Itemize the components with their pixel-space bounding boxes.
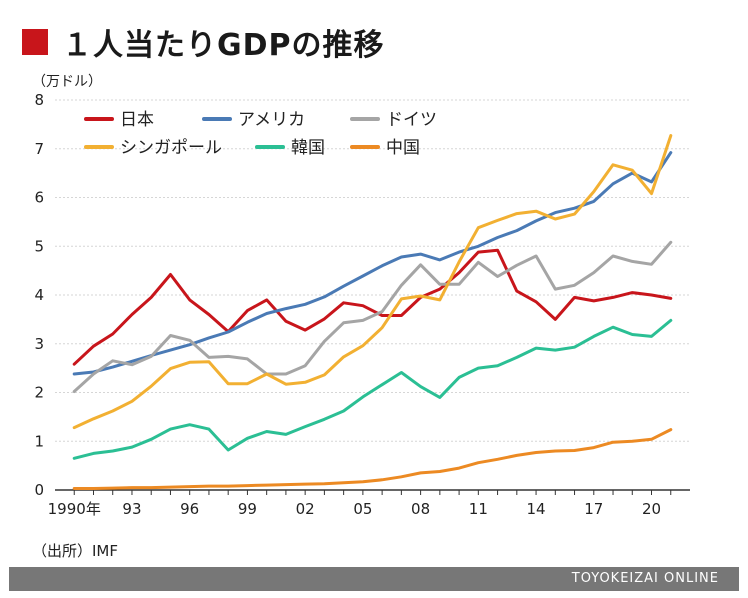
y-tick-label: 5	[34, 237, 44, 255]
legend-label: 中国	[386, 138, 420, 158]
legend-item-5: 中国	[350, 138, 420, 158]
legend-label: 日本	[120, 110, 154, 130]
legend-label: アメリカ	[238, 110, 305, 130]
x-tick-label: 05	[353, 500, 372, 518]
y-tick-label: 1	[34, 432, 44, 450]
y-tick-label: 2	[34, 384, 44, 402]
y-tick-label: 0	[34, 481, 44, 499]
y-tick-label: 3	[34, 335, 44, 353]
y-tick-label: 7	[34, 140, 44, 158]
y-tick-label: 8	[34, 91, 44, 109]
legend-item-0: 日本	[84, 110, 154, 130]
brand-label: TOYOKEIZAI ONLINE	[571, 571, 719, 586]
series-line-4	[72, 318, 673, 460]
footer-bar: TOYOKEIZAI ONLINE	[9, 567, 739, 591]
y-axis-unit-label: （万ドル）	[32, 74, 102, 90]
x-tick-label: 1990年	[48, 500, 101, 518]
x-tick-label: 99	[238, 500, 257, 518]
legend-item-4: 韓国	[255, 138, 325, 158]
x-tick-label: 02	[296, 500, 315, 518]
source-note: （出所）IMF	[32, 542, 118, 560]
x-tick-label: 11	[469, 500, 488, 518]
y-tick-label: 6	[34, 189, 44, 207]
series-line-3	[72, 134, 673, 430]
x-tick-label: 96	[180, 500, 199, 518]
title-square-icon	[22, 29, 48, 55]
legend-item-3: シンガポール	[84, 138, 222, 158]
legend-item-2: ドイツ	[350, 110, 437, 130]
chart-title: １人当たりGDPの推移	[62, 28, 385, 63]
x-tick-label: 14	[527, 500, 546, 518]
x-tick-label: 20	[642, 500, 661, 518]
x-tick-label: 93	[122, 500, 141, 518]
series-line-5	[72, 428, 673, 490]
legend-label: 韓国	[291, 138, 325, 158]
x-tick-label: 08	[411, 500, 430, 518]
legend-item-1: アメリカ	[202, 110, 305, 130]
legend-label: ドイツ	[386, 110, 437, 130]
title-row: １人当たりGDPの推移	[22, 22, 385, 63]
series-line-1	[72, 151, 673, 376]
legend-label: シンガポール	[120, 138, 222, 158]
series-line-0	[72, 248, 673, 366]
y-tick-label: 4	[34, 286, 44, 304]
series-line-2	[72, 240, 673, 393]
x-tick-label: 17	[584, 500, 603, 518]
